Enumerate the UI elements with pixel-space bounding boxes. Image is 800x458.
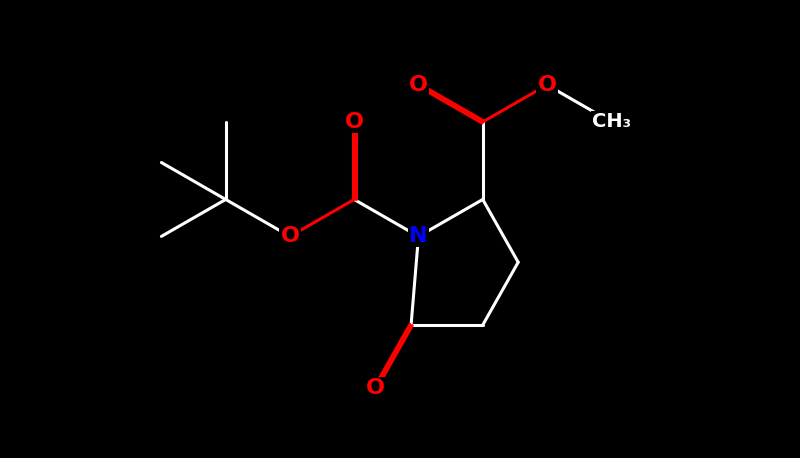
- Text: O: O: [366, 378, 385, 398]
- Text: CH₃: CH₃: [592, 112, 630, 131]
- Text: O: O: [345, 112, 364, 132]
- Text: O: O: [409, 75, 428, 95]
- Text: O: O: [538, 75, 557, 95]
- Text: O: O: [281, 226, 299, 246]
- Text: N: N: [410, 226, 428, 246]
